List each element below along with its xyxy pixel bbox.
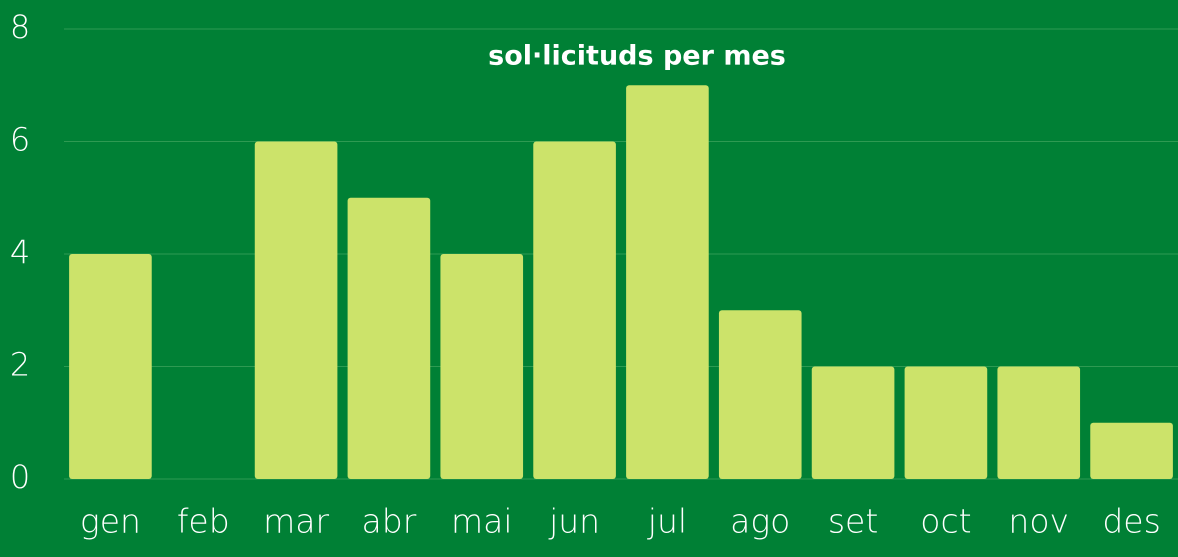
x-tick-label: nov	[1008, 502, 1069, 541]
bar	[1090, 422, 1173, 479]
bar	[904, 366, 988, 479]
bar	[254, 141, 338, 479]
y-tick-label: 2	[10, 346, 30, 384]
y-tick-label: 8	[10, 8, 30, 46]
bar	[347, 197, 431, 479]
chart-title: sol·licituds per mes	[488, 41, 786, 72]
x-tick-label: mar	[263, 502, 329, 541]
bar	[626, 85, 709, 479]
bar	[997, 366, 1081, 479]
x-tick-label: feb	[177, 502, 230, 541]
y-tick-label: 6	[10, 121, 30, 159]
bar	[440, 254, 524, 479]
bar	[69, 254, 152, 479]
y-tick-label: 0	[10, 458, 30, 496]
bar	[533, 141, 616, 479]
x-tick-label: des	[1102, 502, 1160, 541]
x-tick-label: jun	[548, 502, 600, 541]
bar	[811, 366, 895, 479]
x-tick-label: oct	[920, 502, 971, 541]
x-tick-label: jul	[647, 502, 687, 541]
x-tick-label: gen	[80, 502, 141, 541]
bar	[718, 310, 802, 479]
x-tick-label: ago	[730, 502, 790, 541]
x-tick-label: abr	[362, 502, 417, 541]
x-tick-label: mai	[451, 502, 513, 541]
x-tick-label: set	[828, 502, 878, 541]
y-tick-label: 4	[10, 233, 30, 271]
